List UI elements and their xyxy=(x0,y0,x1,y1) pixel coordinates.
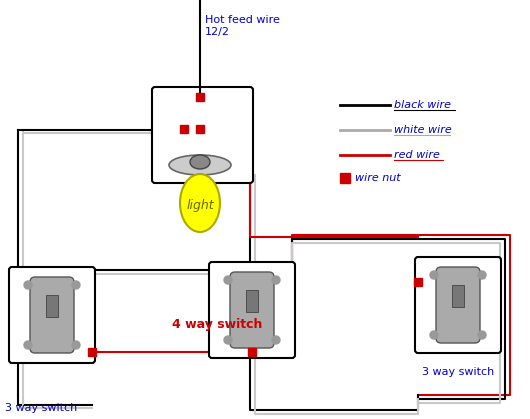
Circle shape xyxy=(24,341,32,349)
Text: 3 way switch: 3 way switch xyxy=(5,403,77,413)
FancyBboxPatch shape xyxy=(30,277,74,353)
FancyBboxPatch shape xyxy=(436,267,480,343)
Bar xyxy=(246,290,258,312)
Circle shape xyxy=(224,276,232,284)
Text: Hot feed wire: Hot feed wire xyxy=(205,15,280,25)
FancyBboxPatch shape xyxy=(415,257,501,353)
Text: light: light xyxy=(186,199,214,212)
Bar xyxy=(340,173,350,183)
Circle shape xyxy=(478,271,486,279)
Text: 12/2: 12/2 xyxy=(205,27,230,37)
Circle shape xyxy=(430,271,438,279)
Ellipse shape xyxy=(190,155,210,169)
Circle shape xyxy=(478,331,486,339)
Bar xyxy=(88,348,96,356)
Bar xyxy=(248,348,256,356)
Circle shape xyxy=(72,341,80,349)
FancyBboxPatch shape xyxy=(9,267,95,363)
Text: 4 way switch: 4 way switch xyxy=(172,318,262,331)
Bar xyxy=(46,295,58,317)
FancyBboxPatch shape xyxy=(230,272,274,348)
Circle shape xyxy=(24,281,32,289)
Circle shape xyxy=(272,276,280,284)
Text: 3 way switch: 3 way switch xyxy=(422,367,494,377)
Bar xyxy=(180,125,188,133)
Circle shape xyxy=(72,281,80,289)
Text: wire nut: wire nut xyxy=(355,173,401,183)
Ellipse shape xyxy=(180,174,220,232)
Bar xyxy=(196,93,204,101)
Text: black wire: black wire xyxy=(394,100,451,110)
Circle shape xyxy=(272,336,280,344)
Circle shape xyxy=(224,336,232,344)
Bar xyxy=(452,285,464,307)
Circle shape xyxy=(430,331,438,339)
Ellipse shape xyxy=(169,155,231,175)
Bar xyxy=(196,125,204,133)
Text: red wire: red wire xyxy=(394,150,440,160)
Bar xyxy=(414,278,422,286)
FancyBboxPatch shape xyxy=(209,262,295,358)
FancyBboxPatch shape xyxy=(152,87,253,183)
Text: white wire: white wire xyxy=(394,125,452,135)
